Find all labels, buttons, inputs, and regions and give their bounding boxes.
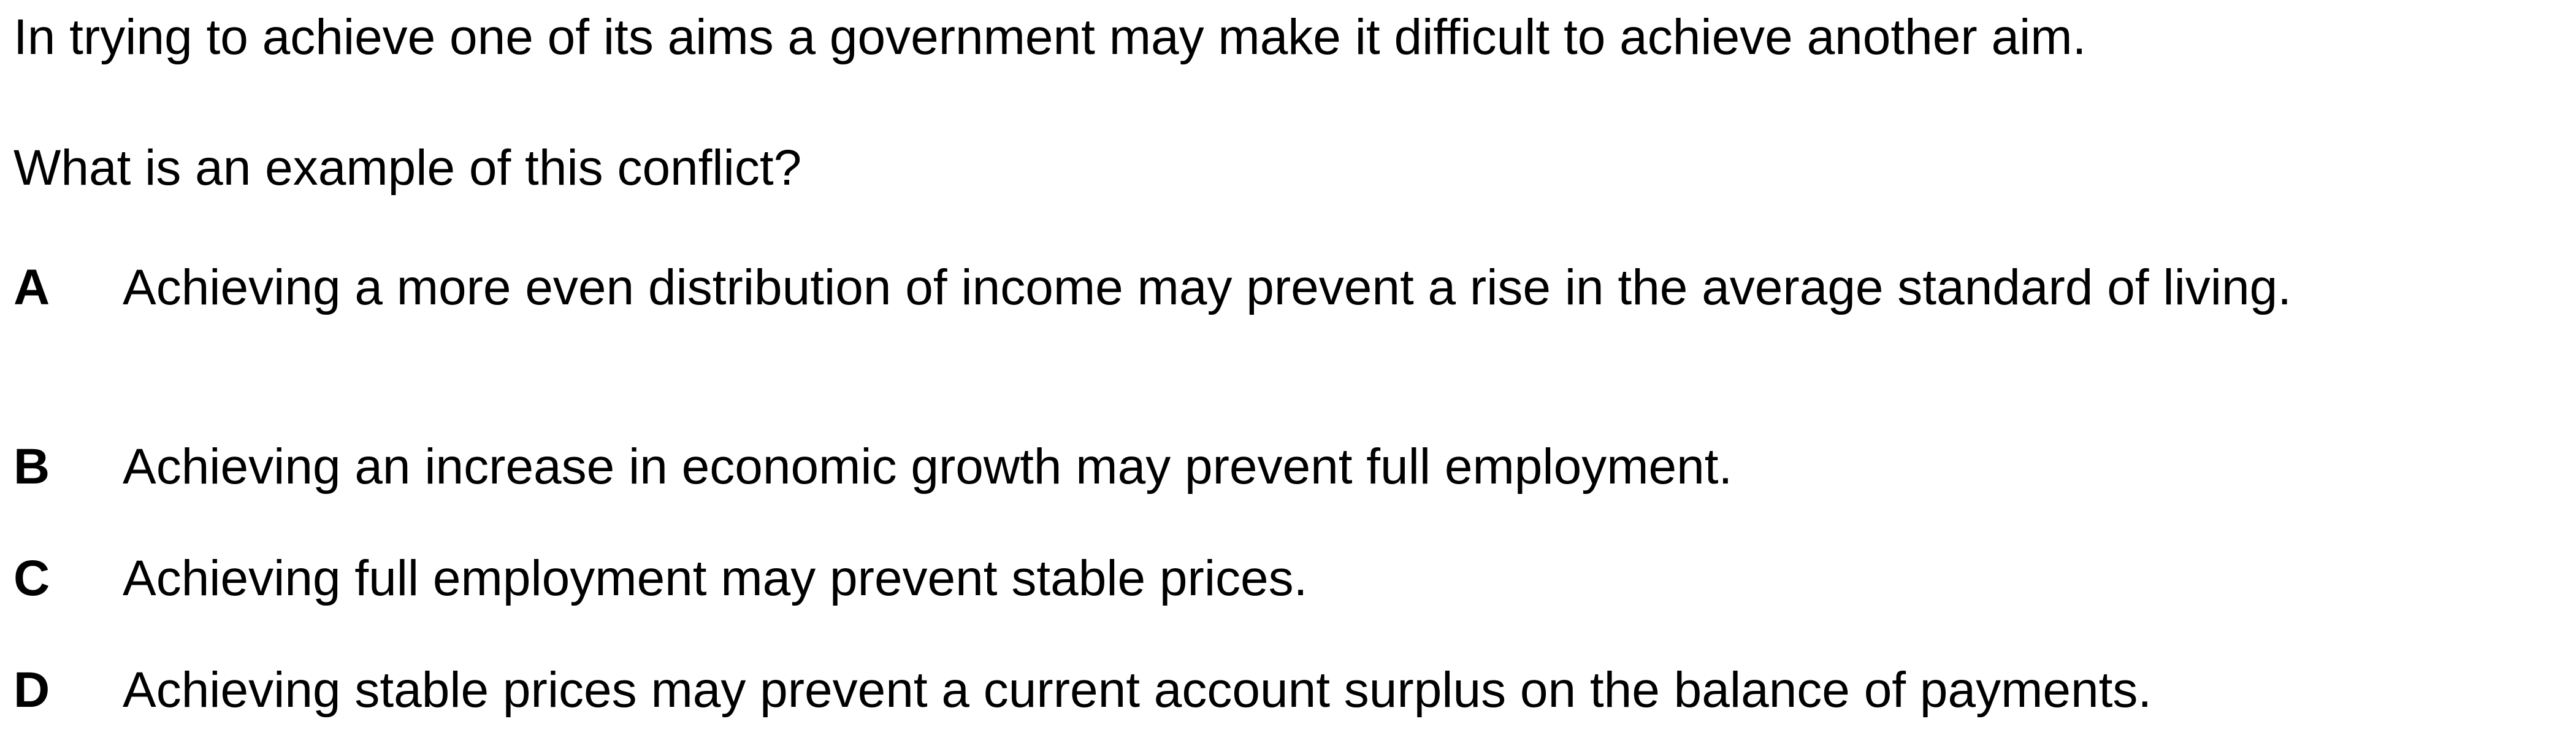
option-letter: D xyxy=(13,662,50,718)
question-prompt: What is an example of this conflict? xyxy=(13,140,802,196)
option-text: Achieving a more even distribution of in… xyxy=(123,260,2292,315)
option-text: Achieving full employment may prevent st… xyxy=(123,550,1308,606)
option-letter: A xyxy=(13,260,50,315)
question-stem: In trying to achieve one of its aims a g… xyxy=(13,9,2087,65)
option-letter: B xyxy=(13,439,50,495)
option-text: Achieving an increase in economic growth… xyxy=(123,439,1733,495)
option-letter: C xyxy=(13,550,50,606)
option-text: Achieving stable prices may prevent a cu… xyxy=(123,662,2152,718)
